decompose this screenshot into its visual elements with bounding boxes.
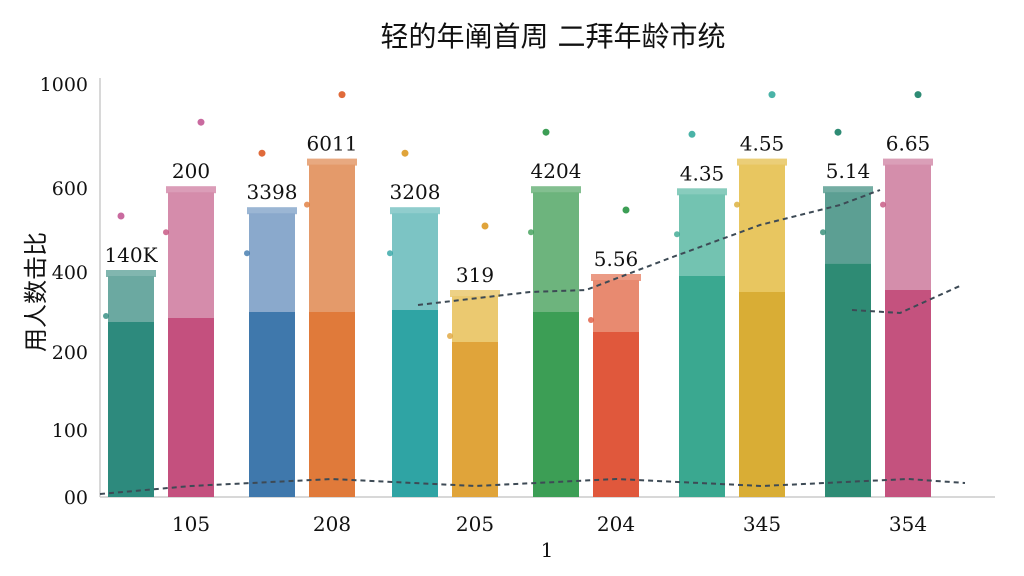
data-label: 4.35 — [680, 161, 725, 185]
bar-segment-upper — [593, 280, 639, 332]
data-label: 200 — [172, 159, 210, 183]
scatter-point — [674, 231, 680, 238]
bar-segment-upper — [309, 164, 355, 312]
bar-cap — [390, 207, 440, 215]
bar-segment-upper — [249, 213, 295, 312]
data-label: 5.14 — [826, 159, 871, 183]
data-label: 3398 — [247, 180, 298, 204]
bar-segment-upper — [885, 164, 931, 290]
x-tick-label: 354 — [889, 512, 927, 536]
bar-cap — [166, 186, 216, 194]
y-tick-label: 100 — [52, 420, 88, 442]
scatter-point — [197, 118, 205, 126]
scatter-point — [387, 250, 393, 257]
bar-cap — [591, 274, 641, 281]
data-label: 5.56 — [594, 247, 639, 271]
y-tick-label: 200 — [52, 342, 88, 364]
scatter-point — [481, 222, 489, 230]
scatter-point — [528, 229, 534, 236]
scatter-point — [163, 229, 169, 236]
bar-segment-lower — [593, 332, 639, 497]
scatter-point — [244, 250, 250, 257]
bar-labels: 140K 200 3398 6011 3208 319 4204 5.56 4.35 4.55 5.… — [104, 132, 930, 287]
bar-segment-lower — [825, 263, 871, 497]
y-axis-label: 用人数击比 — [22, 232, 50, 352]
data-label: 6.65 — [886, 132, 931, 156]
bars — [103, 91, 933, 497]
bar-segment-lower — [392, 310, 438, 497]
scatter-point — [588, 317, 594, 323]
scatter-point — [338, 91, 346, 99]
trend-line-lower — [99, 477, 966, 495]
data-label: 319 — [456, 263, 494, 287]
scatter-point — [542, 128, 550, 136]
bar-segment-lower — [885, 290, 931, 497]
data-label: 4.55 — [740, 132, 785, 156]
scatter-point — [103, 313, 109, 319]
scatter-point — [834, 128, 842, 136]
scatter-point — [447, 333, 453, 339]
scatter-point — [734, 201, 740, 208]
bar-cap — [677, 188, 727, 196]
scatter-point — [880, 201, 886, 208]
x-tick-label: 205 — [456, 512, 494, 536]
bar-cap — [307, 158, 357, 166]
scatter-point — [688, 130, 696, 138]
trend-lines — [99, 189, 966, 495]
bar-segment-lower — [168, 318, 214, 497]
chart-title: 轻的年阐首周 二拜年龄市统 — [381, 20, 726, 53]
bar-segment-upper — [392, 213, 438, 310]
bar-segment-upper — [168, 192, 214, 318]
scatter-point — [820, 229, 826, 236]
scatter-point — [304, 201, 310, 208]
bar-segment-upper — [452, 296, 498, 342]
x-axis-label: 1 — [541, 538, 554, 562]
bar-cap — [737, 158, 787, 166]
bar-segment-lower — [452, 342, 498, 497]
bar-segment-lower — [533, 312, 579, 497]
bar-segment-upper — [679, 194, 725, 276]
bar-segment-lower — [739, 292, 785, 497]
bar-cap — [106, 270, 156, 277]
y-tick-label: 1000 — [40, 74, 88, 96]
trend-line-upper — [417, 189, 881, 306]
bar-segment-upper — [108, 276, 154, 322]
x-tick-label: 345 — [743, 512, 781, 536]
x-tick-label: 105 — [172, 512, 210, 536]
scatter-point — [768, 91, 776, 99]
x-tick-label: 204 — [597, 512, 635, 536]
trend-line-right — [851, 284, 963, 315]
data-label: 140K — [104, 243, 158, 267]
y-tick-label: 600 — [52, 178, 88, 200]
scatter-point — [622, 206, 630, 214]
bar-segment-upper — [739, 164, 785, 292]
bar-segment-upper — [533, 192, 579, 312]
data-label: 4204 — [531, 159, 582, 183]
scatter-point — [401, 149, 409, 157]
bar-segment-lower — [309, 312, 355, 497]
y-tick-label: 400 — [52, 262, 88, 284]
axes: 00 100 200 400 600 1000 105 208 205 204 345 354 — [40, 74, 995, 536]
scatter-point — [117, 212, 125, 220]
bar-segment-upper — [825, 192, 871, 264]
scatter-point — [258, 149, 266, 157]
bar-cap — [531, 186, 581, 194]
data-label: 3208 — [390, 180, 441, 204]
bar-segment-lower — [249, 312, 295, 497]
y-tick-label: 00 — [64, 487, 88, 509]
bar-cap — [883, 158, 933, 166]
data-label: 6011 — [307, 132, 358, 156]
x-tick-label: 208 — [313, 512, 351, 536]
bar-segment-lower — [679, 276, 725, 497]
scatter-point — [914, 91, 922, 99]
bar-segment-lower — [108, 322, 154, 497]
bar-cap — [823, 186, 873, 194]
bar-cap — [247, 207, 297, 215]
bar-cap — [450, 290, 500, 297]
